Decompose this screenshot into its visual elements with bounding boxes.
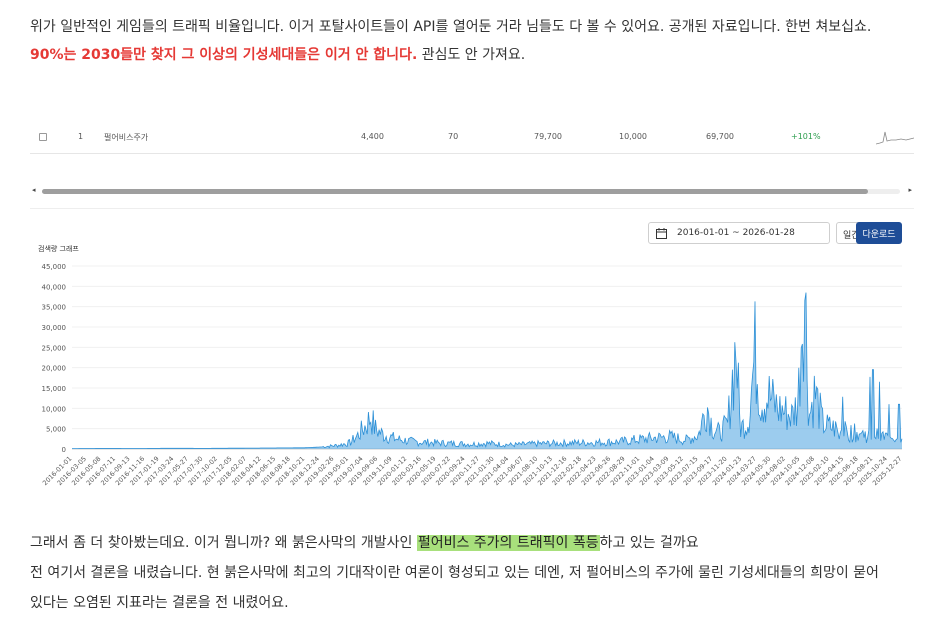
scroll-track[interactable] <box>42 189 900 194</box>
article-paragraph-2: 90%는 2030들만 찾지 그 이상의 기성세대들은 이거 안 합니다. 관심… <box>30 44 525 66</box>
y-tick-label: 5,000 <box>46 426 66 434</box>
y-tick-label: 20,000 <box>42 365 67 373</box>
scroll-right-arrow-icon[interactable]: ▸ <box>908 186 912 194</box>
scroll-thumb[interactable] <box>42 189 868 194</box>
scroll-left-arrow-icon[interactable]: ◂ <box>32 186 36 194</box>
row-keyword[interactable]: 펄어비스주가 <box>104 133 149 142</box>
row-value-4: 10,000 <box>619 132 647 141</box>
search-volume-chart: 0 5,000 10,000 15,000 20,000 25,000 30,000 35,0… <box>41 263 903 487</box>
series-area <box>72 292 902 449</box>
article-paragraph-4: 전 여기서 결론을 내렸습니다. 현 붉은사막에 최고의 기대작이란 여론이 형… <box>30 565 879 581</box>
y-tick-label: 10,000 <box>42 405 67 413</box>
article-paragraph-3: 그래서 좀 더 찾아봤는데요. 이거 뭡니까? 왜 붉은사막의 개발사인 펄어비… <box>30 532 699 554</box>
calendar-icon <box>656 228 667 239</box>
y-tick-label: 35,000 <box>42 304 67 312</box>
paragraph-2-rest: 관심도 안 가져요. <box>417 47 526 63</box>
article-paragraph-1: 위가 일반적인 게임들의 트래픽 비율입니다. 이거 포탈사이트들이 API를 … <box>30 19 872 35</box>
date-range-picker[interactable]: 2016-01-01 ~ 2026-01-28 <box>648 222 830 244</box>
date-range-text: 2016-01-01 ~ 2026-01-28 <box>677 228 795 238</box>
table-row[interactable]: 1 펄어비스주가 4,400 70 79,700 10,000 69,700 +… <box>30 122 914 154</box>
period-label: 일간 <box>843 231 860 241</box>
sparkline-icon <box>876 131 914 145</box>
y-tick-label: 30,000 <box>42 324 67 332</box>
y-tick-label: 25,000 <box>42 344 67 352</box>
y-tick-label: 40,000 <box>42 283 67 291</box>
download-button[interactable]: 다운로드 <box>856 222 902 244</box>
search-volume-panel: 2016-01-01 ~ 2026-01-28 일간 ⌄ 다운로드 검색량 그래… <box>30 208 914 500</box>
chart-title: 검색량 그래프 <box>38 245 79 253</box>
row-change: +101% <box>791 132 821 141</box>
y-tick-label: 0 <box>62 446 66 454</box>
highlighted-phrase: 펄어비스 주가의 트래픽이 폭등 <box>416 535 600 551</box>
paragraph-3-start: 그래서 좀 더 찾아봤는데요. 이거 뭡니까? 왜 붉은사막의 개발사인 <box>30 535 417 551</box>
article-paragraph-5: 있다는 오염된 지표라는 결론을 전 내렸어요. <box>30 595 289 611</box>
paragraph-3-end: 하고 있는 걸까요 <box>599 535 699 551</box>
row-value-5: 69,700 <box>706 132 734 141</box>
row-value-3: 79,700 <box>534 132 562 141</box>
series-line <box>72 292 903 449</box>
y-tick-label: 15,000 <box>42 385 67 393</box>
highlight-red-text: 90%는 2030들만 찾지 그 이상의 기성세대들은 이거 안 합니다. <box>30 47 418 63</box>
horizontal-scrollbar[interactable]: ◂ ▸ <box>30 186 914 198</box>
row-checkbox[interactable] <box>39 133 47 141</box>
row-rank: 1 <box>78 132 84 141</box>
row-value-1: 4,400 <box>361 132 384 141</box>
y-tick-label: 45,000 <box>42 263 67 271</box>
row-value-2: 70 <box>448 132 459 141</box>
